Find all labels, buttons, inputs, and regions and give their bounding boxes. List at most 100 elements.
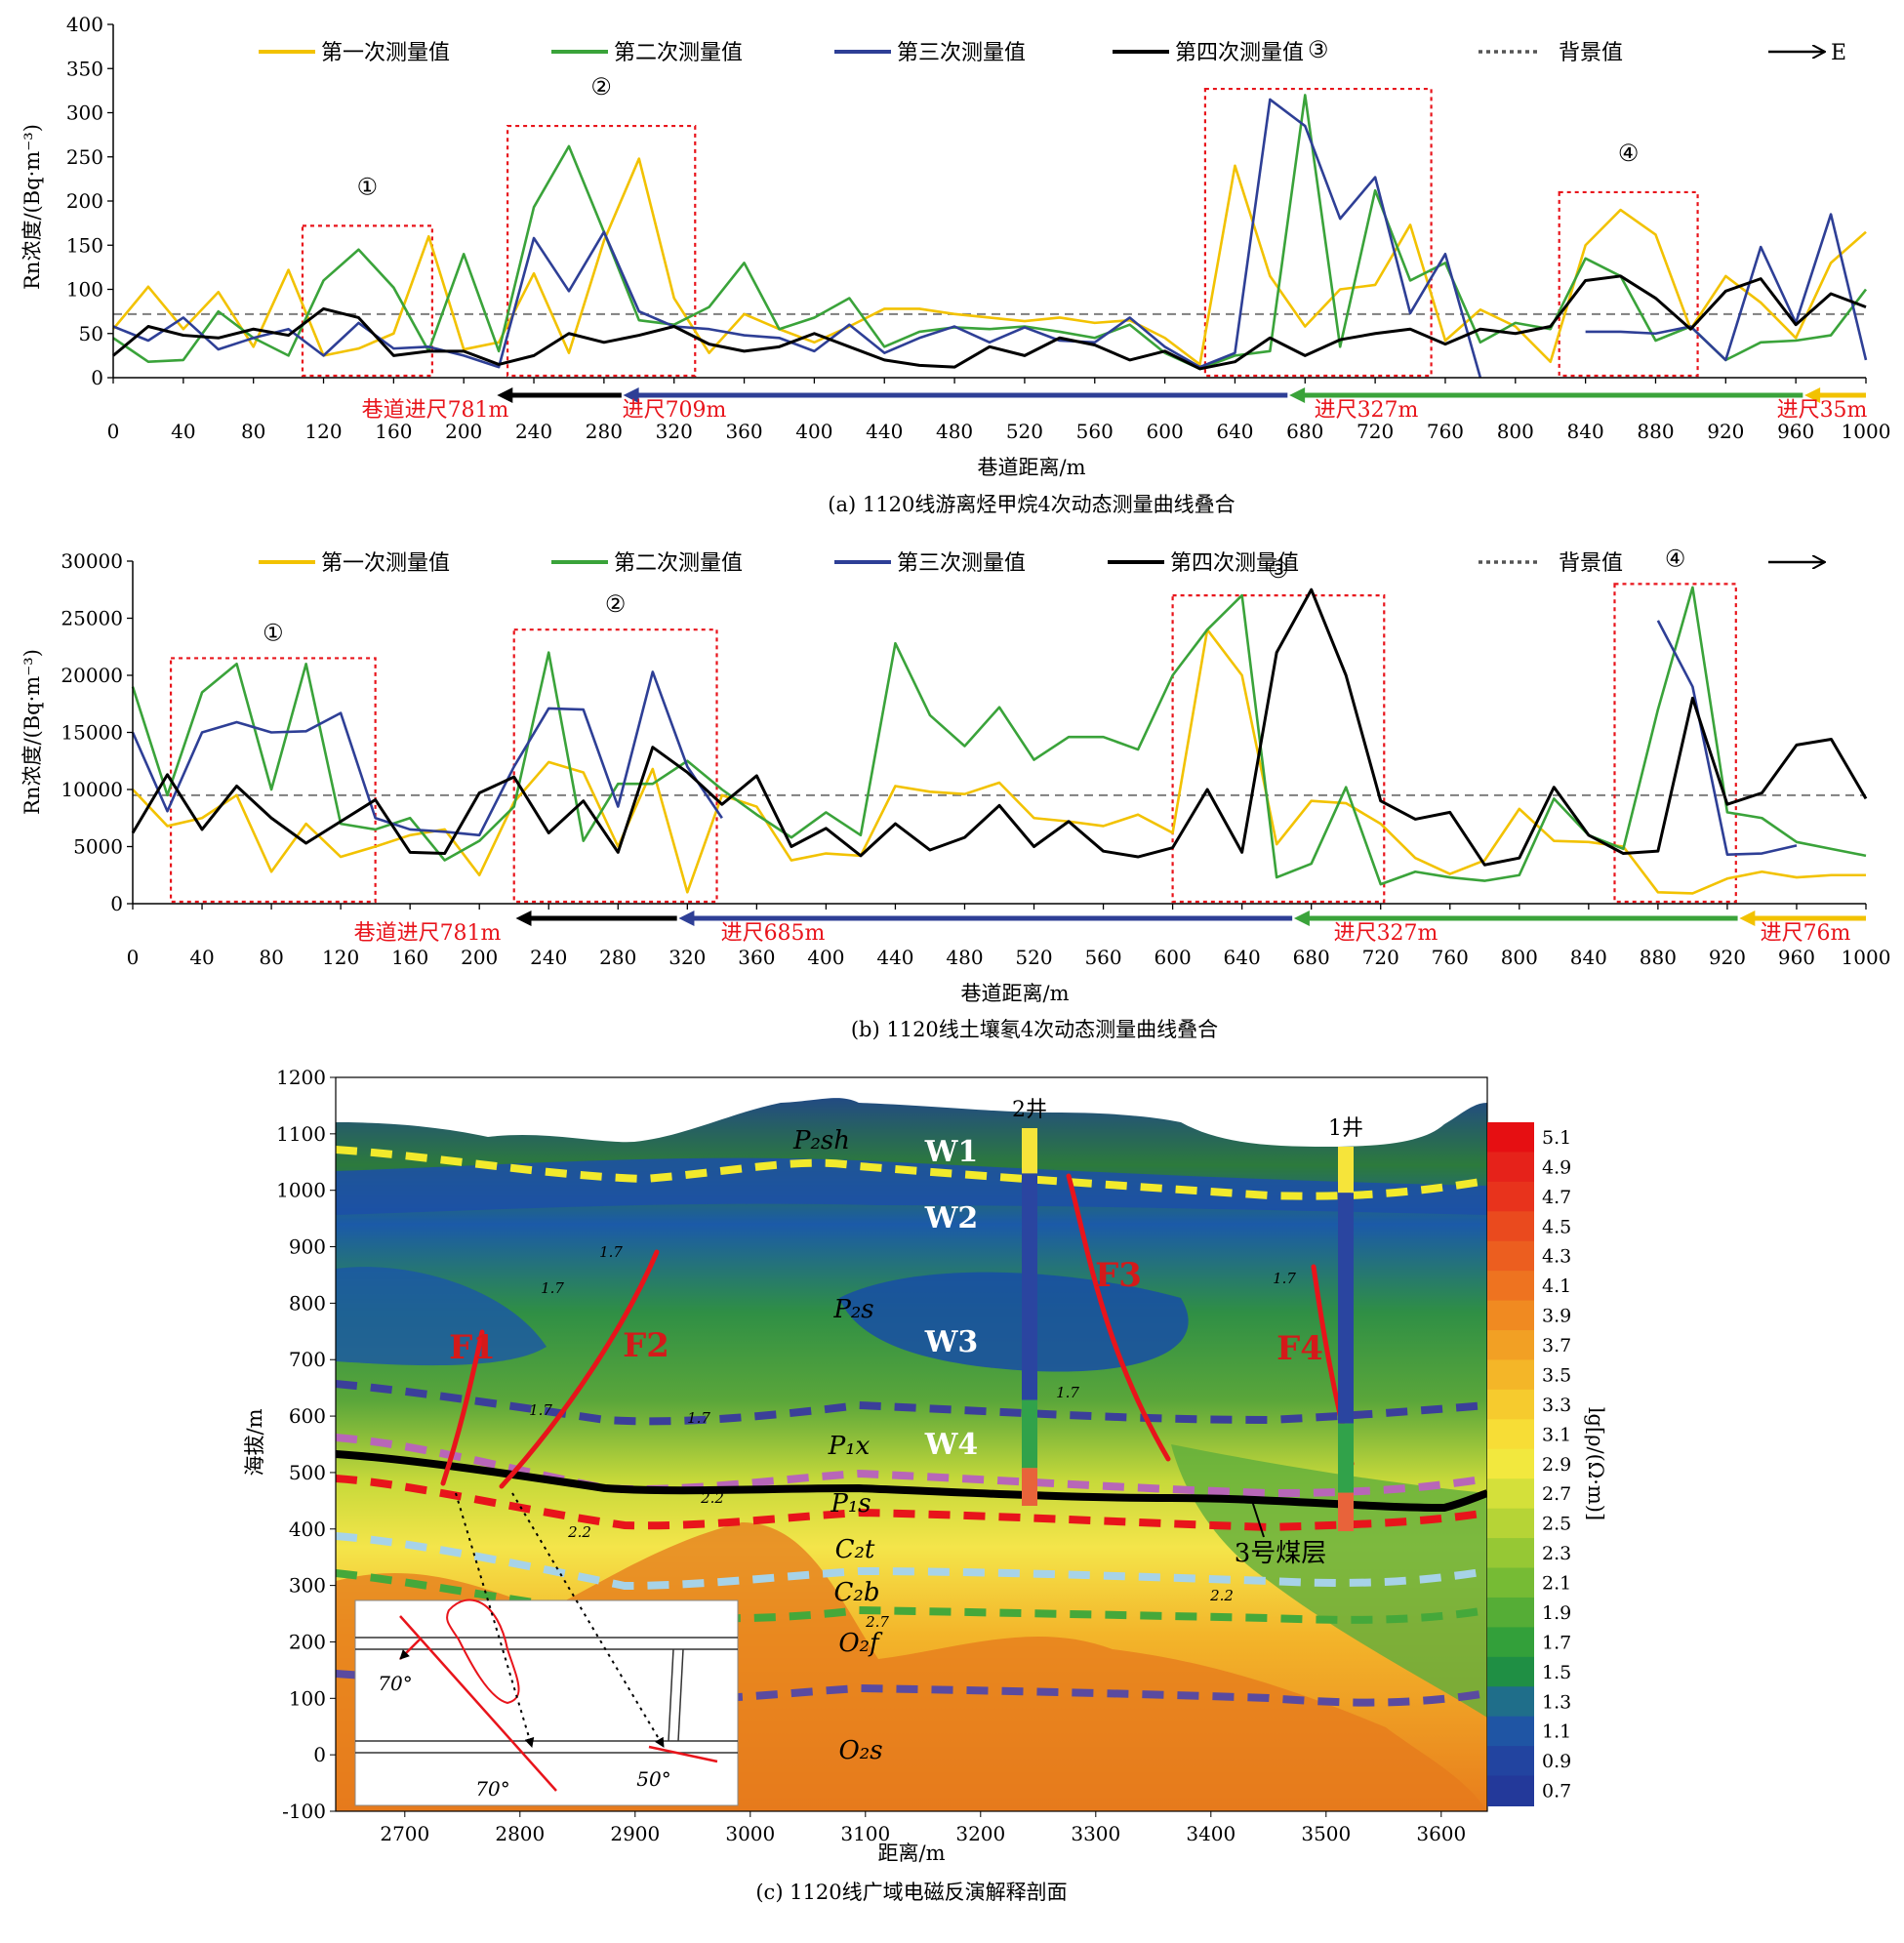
x-tick-label: 480 xyxy=(946,946,983,969)
x-tick-label: 600 xyxy=(1147,420,1184,443)
fault-line-3 xyxy=(1066,1173,1171,1462)
inset-cross-line xyxy=(668,1648,674,1742)
well-unit-lower-shihezi xyxy=(1022,1399,1037,1469)
low-resistivity-zone-w3 xyxy=(336,1267,547,1366)
colorbar-tick-label: 2.5 xyxy=(1542,1514,1571,1535)
x-axis-label-a: 巷道距离/m xyxy=(978,456,1086,479)
y-tick-label: 600 xyxy=(289,1404,326,1428)
x-tick-label: 0 xyxy=(107,420,120,443)
well-label: 1井 xyxy=(1328,1116,1363,1141)
y-tick-label: 10000 xyxy=(61,778,123,801)
x-tick-label: 840 xyxy=(1570,946,1607,969)
x-tick-label: 880 xyxy=(1640,946,1677,969)
caption-c: (c) 1120线广域电磁反演解释剖面 xyxy=(755,1881,1067,1904)
x-tick-label: 120 xyxy=(322,946,359,969)
fault-label: F3 xyxy=(1095,1256,1142,1295)
feed-arrow-label: 巷道进尺781m xyxy=(362,398,509,423)
colorbar-band xyxy=(1487,1240,1534,1273)
contour-label: 1.7 xyxy=(1056,1384,1079,1401)
formation-label: C₂t xyxy=(835,1535,875,1564)
boundary-navy-upper xyxy=(335,1380,1488,1426)
anomaly-box-label: ③ xyxy=(1268,556,1289,584)
water-layer-label: W4 xyxy=(924,1428,979,1462)
legend-background-label: 背景值 xyxy=(1559,551,1623,576)
y-tick-label: 350 xyxy=(66,57,103,80)
caption-a: (a) 1120线游离烃甲烷4次动态测量曲线叠合 xyxy=(828,493,1235,516)
well-unit-shiqianfeng xyxy=(1022,1128,1037,1174)
panel-c: F1 F2 F3 F4 2井 1井 W1 W2 W3 W4 P₂sh P₂s P₁x P₁s C₂t C₂… xyxy=(243,1066,1607,1904)
legend-b: 第一次测量值 第二次测量值 第三次测量值 第四次测量值 背景值 xyxy=(259,551,1825,576)
y-tick-label: 400 xyxy=(289,1518,326,1541)
x-tick-label: 240 xyxy=(530,946,567,969)
y-tick-label: 0 xyxy=(91,366,103,389)
coal-seam-label: 3号煤层 xyxy=(1235,1539,1327,1568)
fault-line-1 xyxy=(440,1329,485,1486)
x-axis-label-b: 巷道距离/m xyxy=(961,982,1070,1005)
formation-label: P₂sh xyxy=(792,1126,850,1155)
x-tick-label: 1000 xyxy=(1842,420,1891,443)
inset-fault-loop xyxy=(446,1599,520,1705)
colorbar: 5.1 4.9 4.7 4.5 4.3 4.1 3.9 3.7 3.5 3.3 3.1 2.9 2.7 2… xyxy=(1487,1122,1571,1806)
fault-label: F4 xyxy=(1276,1329,1323,1368)
feed-arrow-head xyxy=(623,387,639,403)
colorbar-band xyxy=(1487,1122,1534,1154)
contour-label: 1.7 xyxy=(599,1243,623,1261)
x-tick-label: 960 xyxy=(1777,420,1814,443)
x-tick-label: 160 xyxy=(391,946,428,969)
feed-arrow-head xyxy=(1289,387,1306,403)
anomaly-box xyxy=(301,224,433,378)
inset-frame xyxy=(354,1599,739,1806)
colorbar-tick-label: 4.7 xyxy=(1542,1187,1571,1208)
well-unit-upper-shihezi xyxy=(1338,1193,1354,1424)
x-tick-label: 520 xyxy=(1015,946,1052,969)
x-tick-label: 120 xyxy=(304,420,342,443)
inset-dip-label: 50° xyxy=(636,1767,670,1791)
panel-a: ① ② ③ ④ 巷道进尺781m 进尺709m 进尺327m 进尺35m 0 40 80 120 1… xyxy=(20,13,1890,516)
legend-label: 第一次测量值 xyxy=(321,41,450,65)
y-tick-label: 0 xyxy=(110,892,123,915)
x-tick-label: 3400 xyxy=(1186,1822,1236,1845)
inset-dip-arrow xyxy=(399,1639,421,1660)
x-tick-label: 400 xyxy=(807,946,844,969)
colorbar-tick-label: 3.3 xyxy=(1542,1395,1571,1416)
series-line-2 xyxy=(112,94,1868,371)
contour-label: 1.7 xyxy=(1273,1270,1296,1287)
colorbar-band xyxy=(1487,1508,1534,1540)
x-tick-label: 240 xyxy=(515,420,552,443)
x-tick-label: 760 xyxy=(1432,946,1469,969)
boundary-green xyxy=(335,1569,1488,1624)
x-tick-label: 3100 xyxy=(840,1822,890,1845)
y-axis-label-b: Rn浓度/(Bq·m⁻³) xyxy=(20,649,44,815)
colorbar-band xyxy=(1487,1746,1534,1777)
y-tick-label: 5000 xyxy=(73,835,123,859)
x-tick-label: 520 xyxy=(1006,420,1043,443)
anomaly-box-label: ② xyxy=(590,73,612,101)
water-layer-label: W1 xyxy=(924,1135,979,1169)
series-line-4 xyxy=(112,274,1867,371)
colorbar-tick-label: 3.7 xyxy=(1542,1335,1571,1356)
inset-fault-2 xyxy=(648,1745,718,1763)
colorbar-band xyxy=(1487,1389,1534,1421)
y-axis-label-c: 海拔/m xyxy=(243,1408,266,1476)
feed-arrow-label: 进尺35m xyxy=(1777,398,1868,423)
well-unit-shiqianfeng xyxy=(1338,1147,1354,1194)
x-tick-label: 640 xyxy=(1216,420,1253,443)
x-tick-label: 3300 xyxy=(1071,1822,1120,1845)
colorbar-tick-label: 3.9 xyxy=(1542,1306,1571,1327)
series-line-3 xyxy=(1656,620,1798,856)
y-tick-label: 800 xyxy=(289,1291,326,1315)
caption-b: (b) 1120线土壤氡4次动态测量曲线叠合 xyxy=(851,1018,1218,1041)
colorbar-tick-label: 0.7 xyxy=(1542,1781,1571,1802)
fault-label: F2 xyxy=(623,1326,669,1365)
anomaly-box-label: ③ xyxy=(1308,36,1329,63)
feed-arrow-label: 进尺327m xyxy=(1334,921,1438,946)
x-tick-label: 280 xyxy=(586,420,623,443)
x-tick-label: 320 xyxy=(668,946,706,969)
panel-b: ① ② ③ ④ 巷道进尺781m 进尺685m 进尺327m 进尺76m 0 40 80 120 1… xyxy=(20,545,1890,1041)
y-tick-label: 15000 xyxy=(61,721,123,745)
x-tick-label: 720 xyxy=(1357,420,1394,443)
series-line-3 xyxy=(112,98,1482,379)
x-tick-label: 3000 xyxy=(725,1822,775,1845)
x-tick-label: 680 xyxy=(1286,420,1323,443)
colorbar-tick-label: 4.3 xyxy=(1542,1246,1571,1268)
